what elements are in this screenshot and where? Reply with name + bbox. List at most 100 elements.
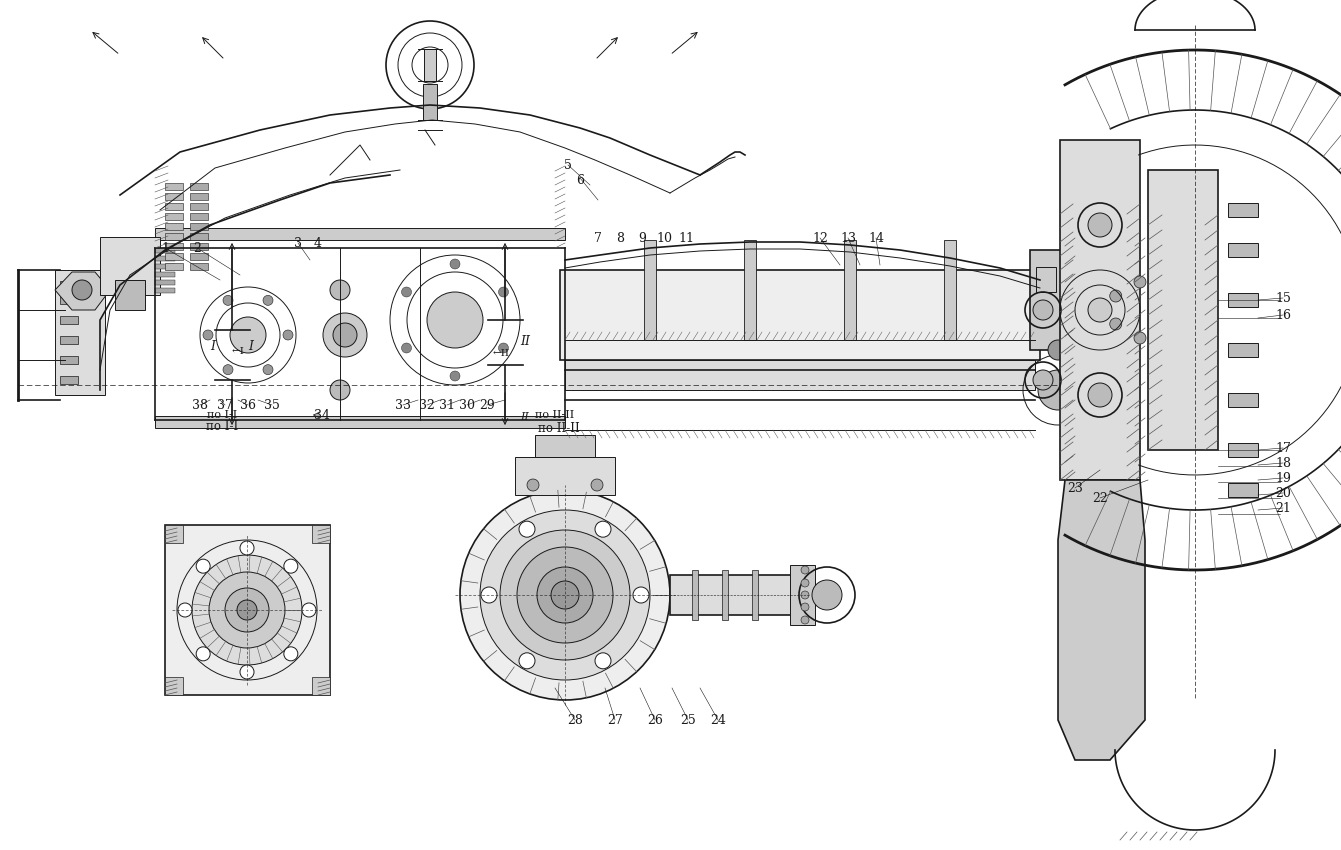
Circle shape [401,343,412,353]
Circle shape [801,579,809,587]
Text: II: II [520,335,530,348]
Bar [165,263,182,270]
Circle shape [196,559,211,573]
Bar [156,248,174,253]
Circle shape [284,559,298,573]
Bar [60,281,78,289]
Text: 7: 7 [594,231,602,245]
Text: по I-I: по I-I [207,420,239,433]
Circle shape [323,313,367,357]
Circle shape [591,479,603,491]
Circle shape [1033,370,1053,390]
Circle shape [1159,318,1171,330]
Text: 25: 25 [680,713,696,727]
Circle shape [330,280,350,300]
Bar [744,240,756,340]
Bar [156,256,174,261]
Bar [156,416,565,428]
Circle shape [330,380,350,400]
Bar [670,575,810,615]
Text: 13: 13 [839,231,856,245]
Text: 1: 1 [161,241,169,254]
Circle shape [451,371,460,381]
Text: 9: 9 [638,231,646,245]
Circle shape [801,616,809,624]
Bar [424,49,436,81]
Bar [1059,140,1140,480]
Circle shape [178,603,192,617]
Bar [165,253,182,260]
Bar [312,677,330,695]
Bar [156,264,174,269]
Bar [156,272,174,277]
Text: 37: 37 [217,399,233,411]
Circle shape [595,521,611,537]
Bar [190,213,208,220]
Text: 32: 32 [418,399,434,411]
Text: 26: 26 [648,713,662,727]
Circle shape [500,530,630,660]
Circle shape [1134,276,1147,288]
Circle shape [223,295,233,305]
Text: 24: 24 [711,713,725,727]
Text: I: I [248,340,253,353]
Circle shape [801,591,809,599]
Circle shape [1088,298,1112,322]
Text: I: I [211,340,215,353]
Bar [515,457,616,495]
Bar [165,193,182,200]
Bar [1228,293,1258,307]
Text: по II-II: по II-II [535,410,575,420]
Bar [190,223,208,230]
Bar [165,525,182,543]
Circle shape [237,600,257,620]
Bar [156,280,174,285]
Circle shape [202,330,213,340]
Circle shape [480,510,650,680]
Bar [115,280,145,310]
Bar [165,525,330,695]
Circle shape [72,280,93,300]
Circle shape [518,547,613,643]
Text: 35: 35 [264,399,280,411]
Bar [1030,250,1085,350]
Bar [1228,393,1258,407]
Circle shape [801,566,809,574]
Circle shape [284,647,298,660]
Polygon shape [1058,480,1145,760]
Bar [843,240,856,340]
Circle shape [1038,370,1078,410]
Circle shape [196,647,211,660]
Circle shape [1033,300,1053,320]
Circle shape [519,521,535,537]
Bar [165,213,182,220]
Text: 20: 20 [1275,486,1291,500]
Circle shape [302,603,316,617]
Circle shape [223,365,233,375]
Bar [790,565,815,625]
Circle shape [263,295,274,305]
Circle shape [633,587,649,603]
Circle shape [1049,340,1067,360]
Circle shape [401,287,412,297]
Text: 11: 11 [679,231,695,245]
Text: 22: 22 [1092,491,1108,505]
Circle shape [240,665,253,679]
Text: по II-II: по II-II [538,422,579,435]
Bar [1228,343,1258,357]
Circle shape [499,343,508,353]
Bar [165,223,182,230]
Circle shape [460,490,670,700]
Circle shape [813,580,842,610]
Bar [1228,243,1258,257]
Bar [190,253,208,260]
Bar [156,228,565,240]
Text: 10: 10 [656,231,672,245]
Circle shape [536,567,593,623]
Bar [312,525,330,543]
Bar [1228,483,1258,497]
Circle shape [192,555,302,665]
Text: 30: 30 [459,399,475,411]
Text: ←II: ←II [493,349,510,358]
Text: 12: 12 [813,231,827,245]
